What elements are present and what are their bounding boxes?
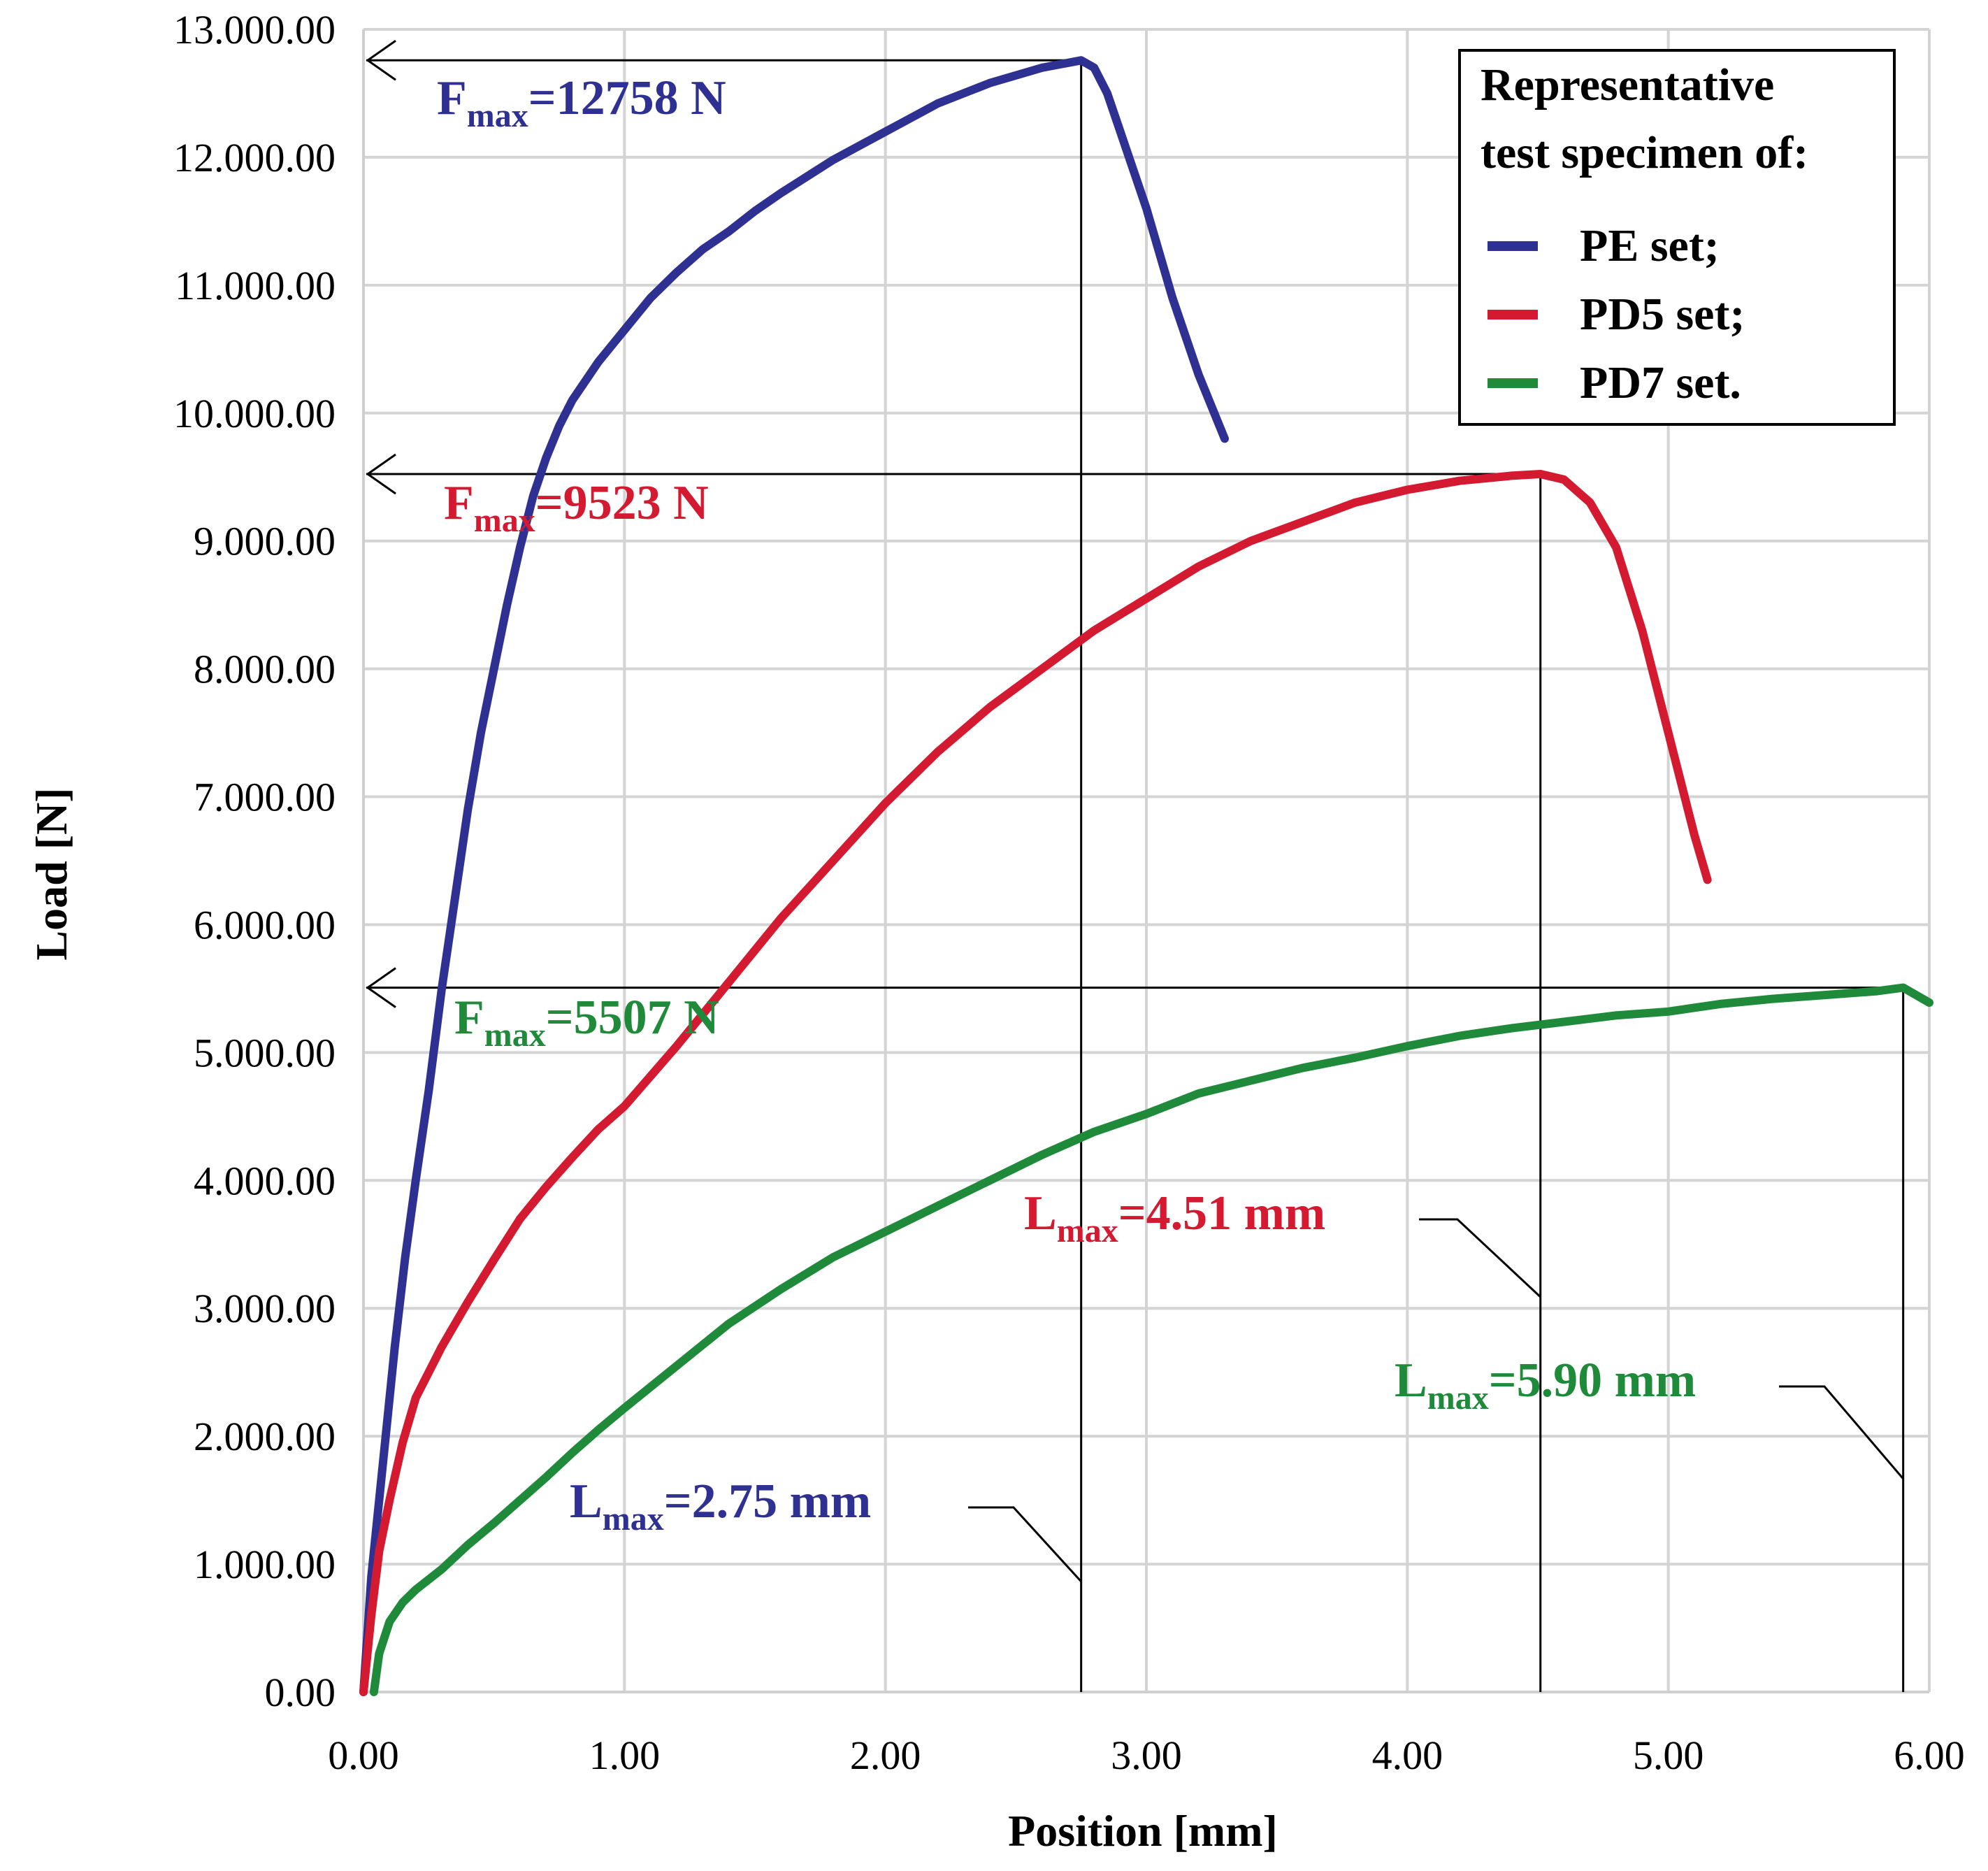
legend-title-line-2: test specimen of: [1481, 127, 1808, 178]
series-lines [359, 56, 1933, 1696]
legend: Representative test specimen of: PE set;… [1458, 49, 1896, 426]
lmax-leader-line [1419, 1218, 1541, 1298]
legend-entry-pe: PE set; [1580, 220, 1720, 271]
y-tick-label: 2.000.00 [194, 1414, 336, 1459]
y-tick-label: 0.00 [265, 1670, 336, 1715]
y-tick-label: 12.000.00 [173, 135, 336, 180]
y-tick-label: 9.000.00 [194, 519, 336, 564]
annotations: Fmax=12758 N Fmax=9523 N Fmax=5507 N Lmax=2… [437, 71, 1904, 1583]
y-axis-title: Load [N] [27, 787, 76, 960]
x-tick-label: 4.00 [1372, 1733, 1443, 1778]
legend-box [1458, 49, 1896, 426]
y-tick-label: 7.000.00 [194, 775, 336, 820]
legend-title-line-1: Representative [1481, 59, 1774, 110]
fmax-arrowhead [366, 40, 396, 81]
legend-entry-pd7: PD7 set. [1580, 357, 1741, 408]
lmax-leader-line [968, 1506, 1082, 1583]
legend-entry-pd5: PD5 set; [1580, 289, 1745, 340]
x-tick-label: 3.00 [1111, 1733, 1182, 1778]
x-tick-label: 2.00 [850, 1733, 921, 1778]
series-line-2 [369, 983, 1933, 1696]
y-tick-label: 1.000.00 [194, 1542, 336, 1587]
fmax-arrowhead [366, 967, 396, 1008]
fmax-arrowhead [366, 453, 396, 495]
x-tick-label: 6.00 [1894, 1733, 1965, 1778]
y-tick-label: 10.000.00 [173, 391, 336, 436]
x-tick-labels: 0.00 1.00 2.00 3.00 4.00 5.00 6.00 [328, 1733, 1965, 1778]
y-tick-label: 4.000.00 [194, 1158, 336, 1203]
y-tick-label: 3.000.00 [194, 1286, 336, 1331]
fmax-label: Fmax=12758 N [437, 71, 726, 134]
fmax-label: Fmax=5507 N [454, 991, 719, 1054]
axes [362, 29, 1929, 1693]
x-axis-title: Position [mm] [1008, 1806, 1278, 1856]
lmax-label: Lmax=5.90 mm [1395, 1354, 1696, 1417]
y-tick-label: 5.000.00 [194, 1030, 336, 1075]
x-tick-label: 5.00 [1633, 1733, 1704, 1778]
lmax-label: Lmax=2.75 mm [570, 1475, 871, 1537]
fmax-label: Fmax=9523 N [444, 476, 709, 539]
max-guide-lines [366, 40, 1905, 1692]
x-tick-label: 0.00 [328, 1733, 399, 1778]
lmax-label: Lmax=4.51 mm [1024, 1187, 1325, 1249]
y-tick-label: 13.000.00 [173, 7, 336, 52]
y-tick-label: 6.000.00 [194, 902, 336, 947]
series-line-0 [359, 56, 1229, 1696]
y-tick-labels: 0.00 1.000.00 2.000.00 3.000.00 4.000.00 5.00… [173, 7, 336, 1715]
y-tick-label: 8.000.00 [194, 647, 336, 692]
x-tick-label: 1.00 [589, 1733, 661, 1778]
series-line-1 [359, 470, 1712, 1696]
y-tick-label: 11.000.00 [175, 263, 336, 308]
lmax-leader-line [1779, 1385, 1904, 1479]
